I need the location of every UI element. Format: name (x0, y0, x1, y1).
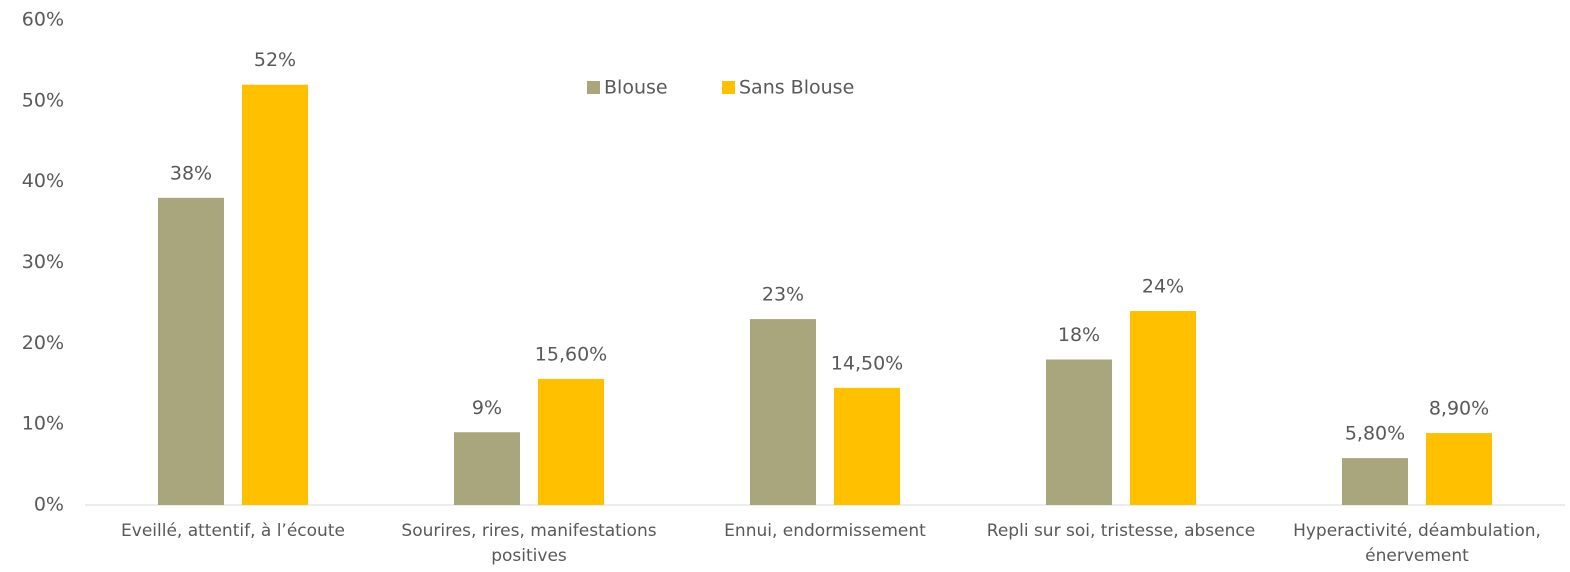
data-label: 18% (1058, 324, 1100, 346)
bar (538, 378, 604, 505)
y-tick-label: 50% (22, 89, 64, 111)
legend-label: Blouse (604, 77, 668, 99)
data-label: 52% (254, 49, 296, 71)
x-tick-label: Eveillé, attentif, à l’écoute (121, 521, 345, 541)
data-label: 14,50% (831, 352, 903, 374)
data-label: 5,80% (1345, 423, 1405, 445)
x-tick-label: Repli sur soi, tristesse, absence (986, 521, 1256, 541)
data-label: 23% (762, 284, 804, 306)
bar (1046, 359, 1112, 505)
data-label: 38% (170, 162, 212, 184)
data-label: 9% (472, 397, 502, 419)
bar (242, 84, 308, 506)
bar (158, 197, 224, 506)
bar (1342, 458, 1408, 505)
x-tick-label: Ennui, endormissement (724, 521, 926, 541)
bar (1130, 311, 1196, 505)
y-tick-label: 20% (22, 332, 64, 354)
y-tick-label: 40% (22, 170, 64, 192)
y-tick-label: 0% (34, 494, 64, 516)
legend-swatch (722, 81, 735, 94)
bar (750, 319, 816, 505)
legend-label: Sans Blouse (739, 77, 854, 99)
data-label: 15,60% (535, 343, 607, 365)
bar (454, 432, 520, 505)
x-tick-label: Hyperactivité, déambulation, énervement (1293, 521, 1541, 566)
bar (1426, 433, 1492, 505)
x-tick-label: Sourires, rires, manifestations positive… (401, 521, 657, 566)
y-tick-label: 60% (22, 9, 64, 31)
y-tick-label: 10% (22, 413, 64, 435)
data-label: 24% (1142, 276, 1184, 298)
data-label: 8,90% (1429, 398, 1489, 420)
y-tick-label: 30% (22, 251, 64, 273)
bar (834, 387, 900, 505)
legend-swatch (587, 81, 600, 94)
